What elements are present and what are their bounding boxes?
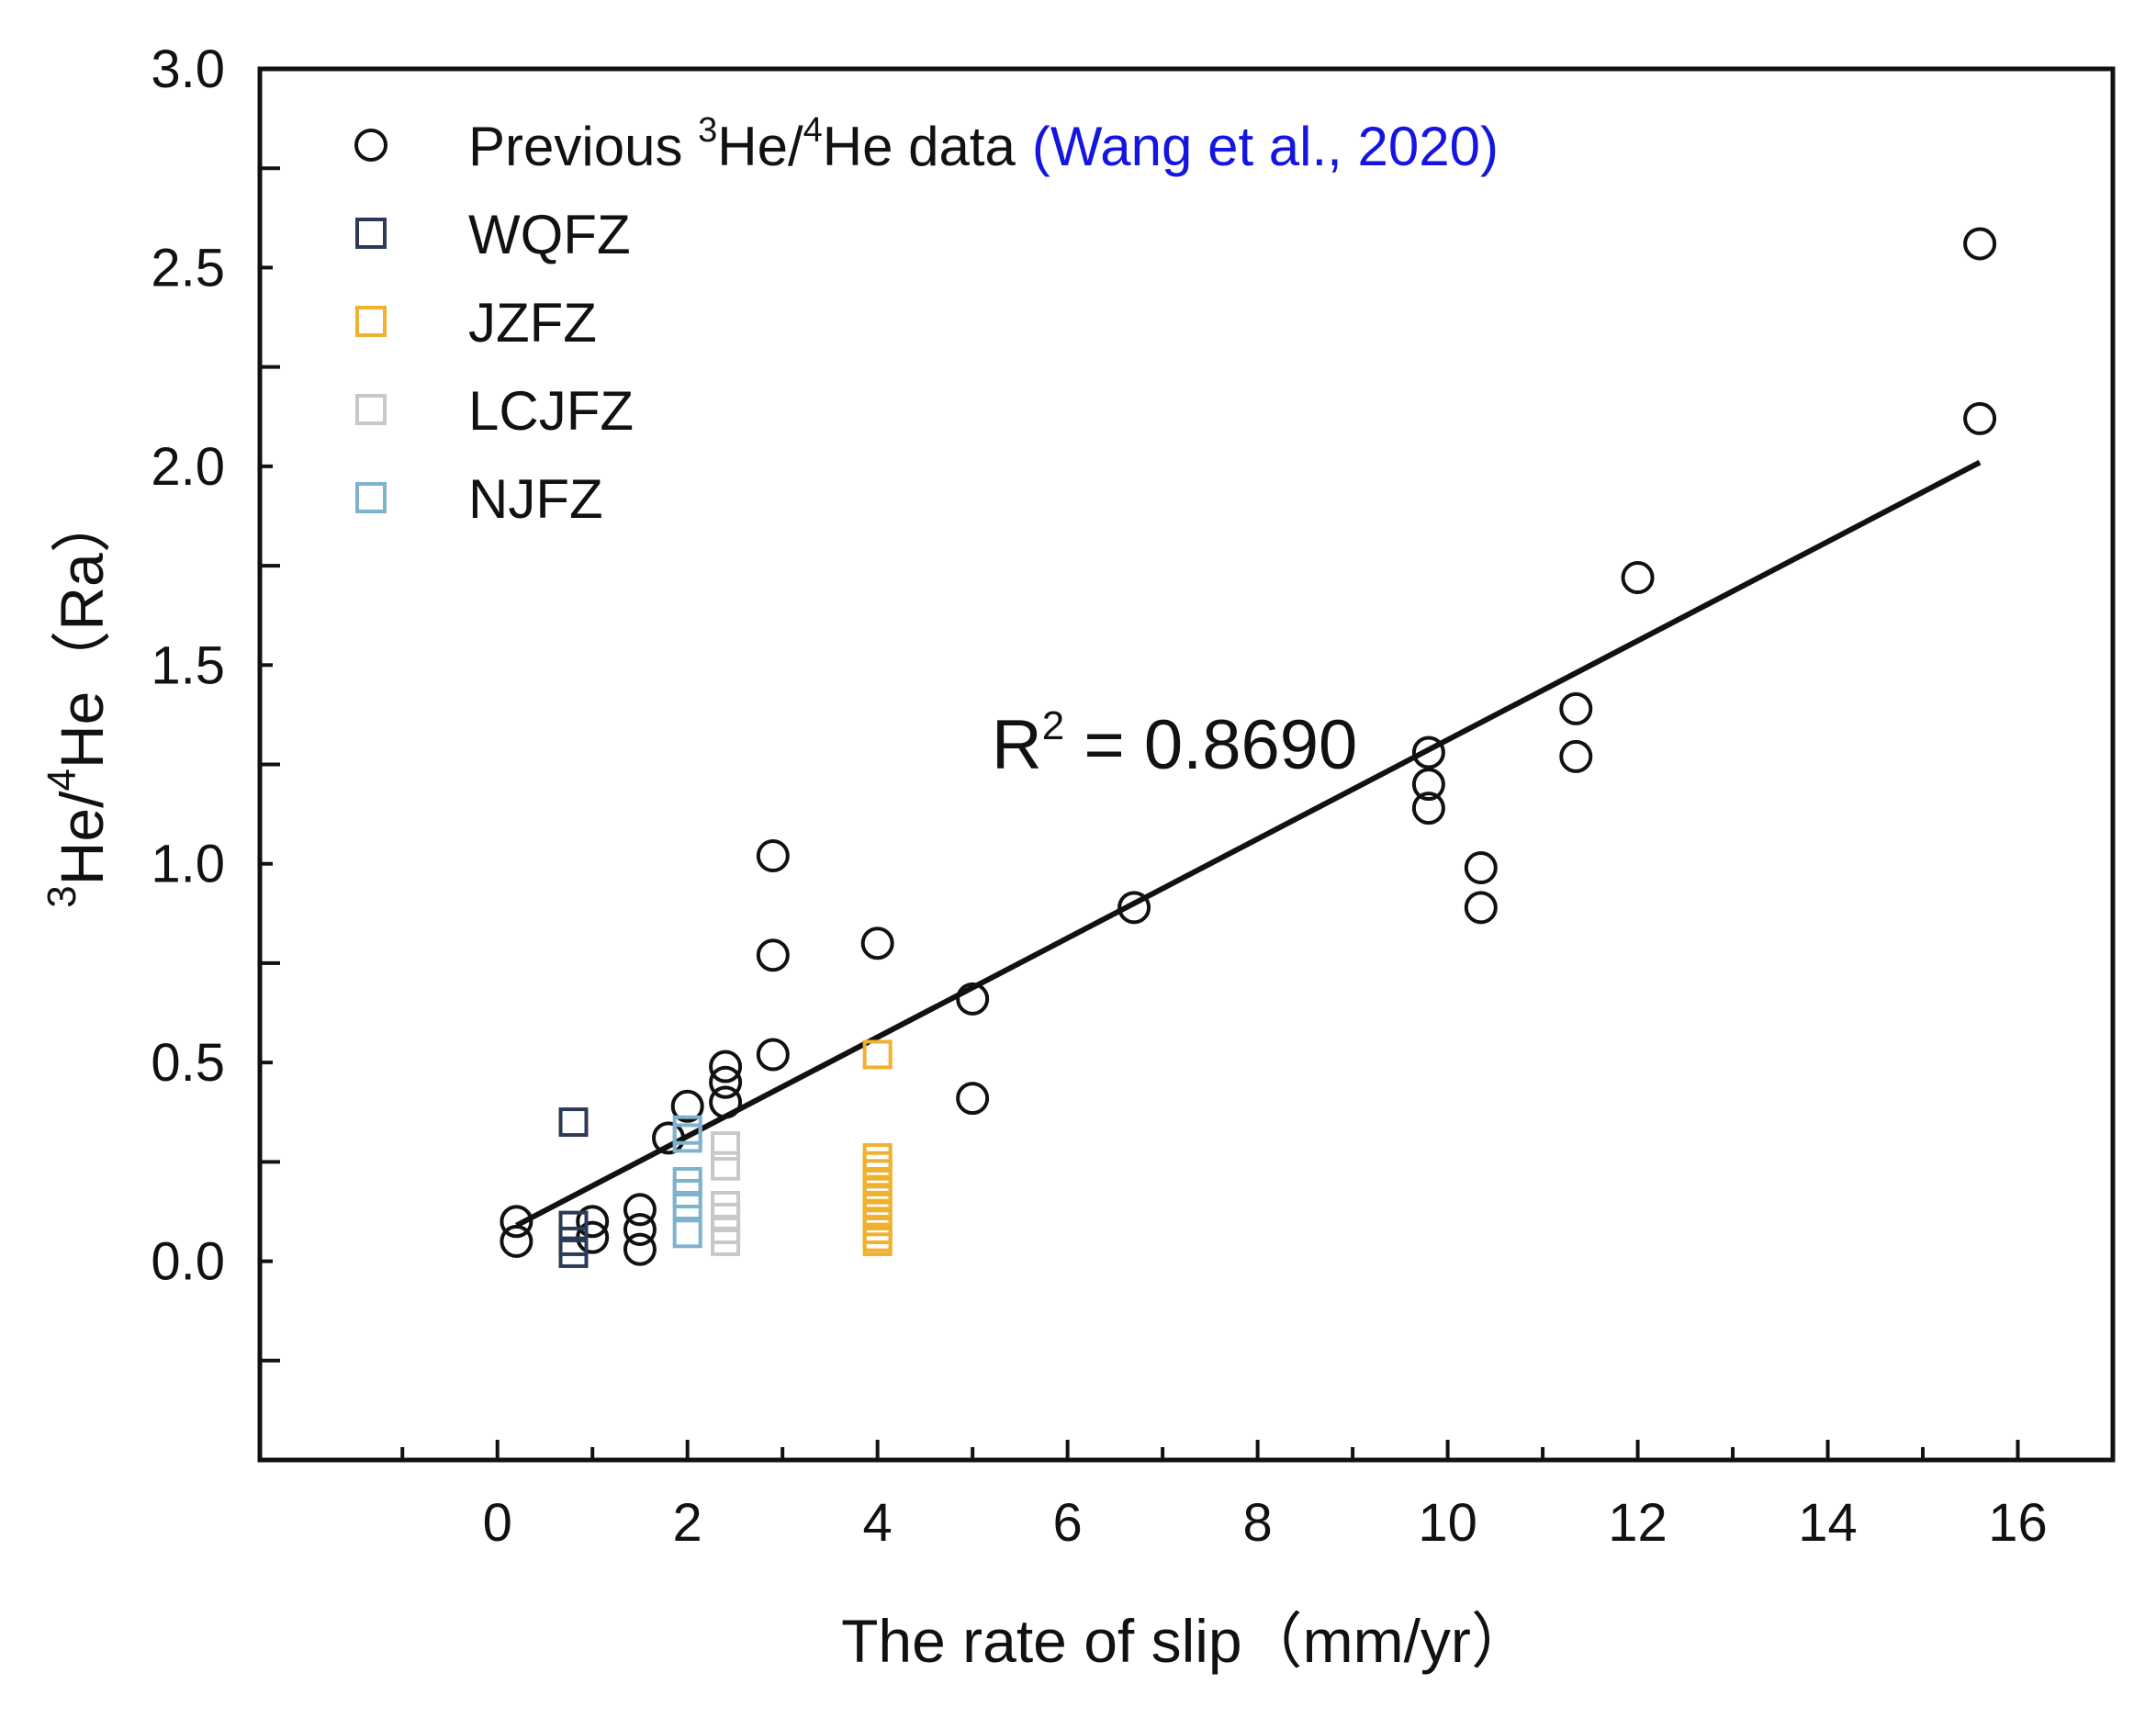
legend-label-wqfz: WQFZ (468, 204, 631, 265)
data-points (500, 227, 1997, 1268)
y-tick-label: 0.0 (151, 1232, 225, 1292)
x-tick-label: 16 (1988, 1493, 2048, 1553)
x-tick-label: 14 (1798, 1493, 1858, 1553)
point-previous (623, 1232, 657, 1266)
r-squared-value: = 0.8690 (1064, 706, 1357, 784)
point-njfz (672, 1218, 702, 1249)
point-previous (623, 1193, 657, 1227)
point-lcjfz (711, 1151, 741, 1181)
y-tick-label: 2.5 (151, 238, 225, 298)
point-previous (500, 1205, 533, 1239)
point-previous (709, 1085, 743, 1119)
point-previous (651, 1121, 685, 1155)
x-tick-label: 4 (863, 1493, 893, 1553)
y-title-he: He/ (48, 791, 116, 885)
point-previous (1411, 792, 1445, 825)
point-previous (756, 839, 790, 873)
point-lcjfz (711, 1226, 741, 1256)
legend-marker-jzfz (355, 306, 387, 337)
point-previous (1117, 891, 1151, 925)
r-squared-superscript: 2 (1042, 703, 1064, 748)
point-previous (576, 1205, 610, 1239)
x-tick-label: 12 (1608, 1493, 1668, 1553)
x-tick-label: 6 (1053, 1493, 1083, 1553)
r-squared-base: R (992, 706, 1042, 784)
point-wqfz (558, 1210, 589, 1241)
y-title-superscript-4: 4 (39, 769, 84, 791)
legend-label-lcjfz: LCJFZ (468, 380, 634, 442)
legend-marker-previous (354, 129, 387, 162)
point-previous (1411, 768, 1445, 802)
legend-marker-wqfz (355, 218, 387, 249)
legend-label-previous: Previous 3He/4He data (Wang et al., 2020) (468, 111, 1499, 177)
point-previous (623, 1212, 657, 1246)
point-wqfz (558, 1238, 589, 1268)
point-previous (756, 1038, 790, 1072)
x-axis-title: The rate of slip（mm/yr） (841, 1607, 1532, 1675)
point-previous (1621, 561, 1655, 595)
y-title-superscript-3: 3 (39, 885, 84, 907)
legend: Previous 3He/4He data (Wang et al., 2020)… (354, 111, 1499, 530)
point-previous (709, 1050, 743, 1084)
point-jzfz (862, 1039, 893, 1070)
r-squared-annotation: R2 = 0.8690 (992, 703, 1357, 784)
point-previous (500, 1224, 533, 1258)
point-previous (1559, 739, 1593, 773)
y-tick-label: 1.0 (151, 835, 225, 894)
y-tick-label: 3.0 (151, 39, 225, 99)
point-njfz (672, 1190, 702, 1220)
point-previous (1963, 401, 1997, 435)
y-tick-label: 1.5 (151, 635, 225, 695)
point-previous (1464, 851, 1498, 885)
point-previous (1411, 735, 1445, 769)
point-previous (670, 1089, 704, 1123)
legend-citation: (Wang et al., 2020) (1032, 116, 1499, 177)
regression-line (515, 459, 1982, 1229)
point-previous (756, 938, 790, 972)
x-axis: 0 2 4 6 8 10 12 14 16 (400, 1440, 2115, 1553)
y-title-rest: He（Ra） (48, 492, 116, 769)
x-tick-label: 8 (1242, 1493, 1272, 1553)
point-wqfz (558, 1107, 589, 1138)
point-previous (860, 926, 894, 960)
x-tick-label: 2 (673, 1493, 702, 1553)
point-previous (956, 1082, 990, 1116)
legend-marker-njfz (355, 482, 387, 513)
point-previous (1464, 891, 1498, 925)
legend-label-jzfz: JZFZ (468, 292, 597, 354)
point-previous (1559, 691, 1593, 725)
legend-marker-lcjfz (355, 394, 387, 425)
legend-label-njfz: NJFZ (468, 468, 603, 530)
x-tick-label: 0 (483, 1493, 512, 1553)
point-njfz (672, 1123, 702, 1153)
y-tick-label: 0.5 (151, 1033, 225, 1093)
y-axis: 0.0 0.5 1.0 1.5 2.0 2.5 3.0 (151, 39, 280, 1462)
point-previous (709, 1065, 743, 1099)
x-tick-label: 10 (1418, 1493, 1477, 1553)
point-lcjfz (711, 1131, 741, 1162)
y-tick-label: 2.0 (151, 437, 225, 497)
y-axis-title: 3He/4He（Ra） (39, 492, 116, 907)
point-jzfz (862, 1226, 893, 1256)
point-previous (1963, 227, 1997, 261)
point-previous (956, 982, 990, 1016)
